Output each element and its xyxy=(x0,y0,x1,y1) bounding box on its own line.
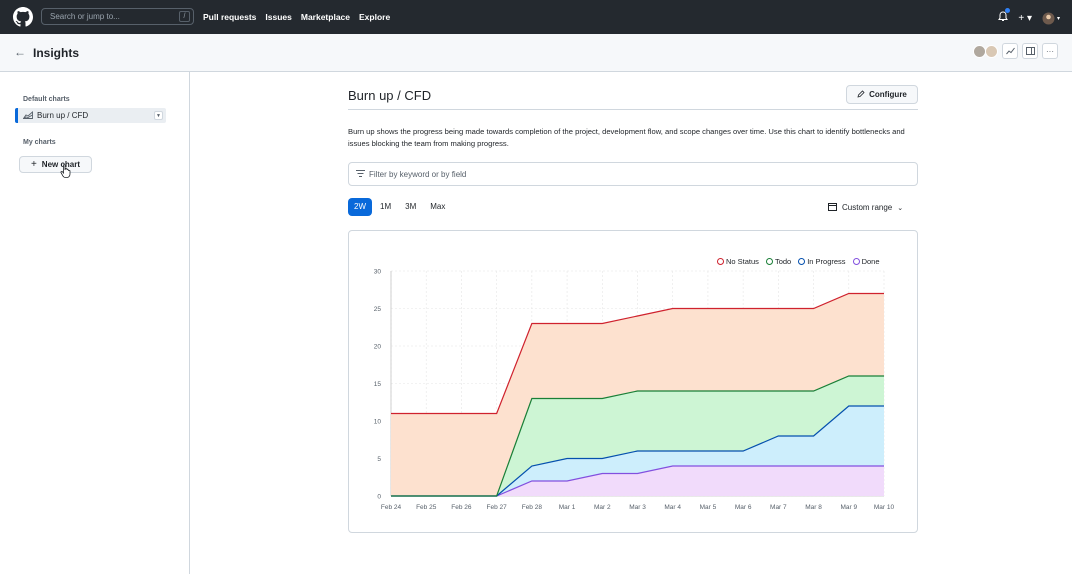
series-line-no-status xyxy=(391,292,884,415)
notifications-bell-icon[interactable] xyxy=(998,8,1011,27)
legend-item[interactable]: No Status xyxy=(717,257,759,266)
chevron-down-icon[interactable]: ▼ xyxy=(154,111,163,120)
global-nav: Pull requests Issues Marketplace Explore xyxy=(203,0,390,34)
insights-chart-icon[interactable] xyxy=(1002,43,1018,59)
filter-icon xyxy=(356,170,365,179)
range-max[interactable]: Max xyxy=(430,202,446,211)
y-tick-label: 5 xyxy=(377,456,381,463)
chart-title: Burn up / CFD xyxy=(348,88,432,103)
series-area-todo xyxy=(391,376,884,496)
legend-label: In Progress xyxy=(807,257,846,266)
burnup-chart: 0 5 10 15 20 25 30 Feb 24 Feb 25 Feb 26 Feb 27 Feb … xyxy=(374,269,895,512)
x-tick-label: Mar 6 xyxy=(735,504,752,511)
x-tick-label: Feb 26 xyxy=(451,504,472,511)
chart-legend: No Status Todo In Progress Done xyxy=(717,257,880,266)
search-shortcut-hint: / xyxy=(179,11,190,22)
x-tick-label: Mar 4 xyxy=(664,504,681,511)
range-3m[interactable]: 3M xyxy=(405,202,417,211)
default-charts-heading: Default charts xyxy=(23,96,70,103)
legend-item[interactable]: In Progress xyxy=(798,257,846,266)
new-chart-label: New chart xyxy=(41,160,81,169)
github-logo-icon[interactable] xyxy=(13,7,33,27)
legend-item[interactable]: Done xyxy=(852,257,880,266)
nav-issues[interactable]: Issues xyxy=(265,12,292,22)
create-new-plus-icon[interactable]: + ▾ xyxy=(1018,12,1032,24)
legend-marker-icon xyxy=(798,258,806,265)
x-tick-label: Mar 9 xyxy=(840,504,857,511)
calendar-icon xyxy=(828,202,837,213)
plus-icon: + xyxy=(30,159,37,170)
filter-placeholder: Filter by keyword or by field xyxy=(369,170,467,179)
y-tick-label: 15 xyxy=(374,381,382,388)
more-options-icon[interactable]: ··· xyxy=(1042,43,1058,59)
x-tick-label: Feb 24 xyxy=(381,504,402,511)
nav-pull-requests[interactable]: Pull requests xyxy=(203,12,257,22)
custom-range-label: Custom range xyxy=(842,203,893,212)
y-tick-label: 30 xyxy=(374,269,382,276)
x-tick-label: Mar 5 xyxy=(700,504,717,511)
legend-label: Todo xyxy=(774,257,792,266)
configure-button[interactable]: Configure xyxy=(846,85,918,104)
insights-header: ← Insights ··· xyxy=(0,34,1072,72)
y-tick-label: 20 xyxy=(374,344,382,351)
side-panel-icon[interactable] xyxy=(1022,43,1038,59)
custom-range-button[interactable]: Custom range ⌄ xyxy=(828,202,903,213)
notification-indicator xyxy=(1005,8,1011,13)
area-chart-icon xyxy=(23,111,33,119)
chart-container: 0 5 10 15 20 25 30 Feb 24 Feb 25 Feb 26 Feb 27 Feb … xyxy=(348,230,918,533)
my-charts-heading: My charts xyxy=(23,139,56,146)
charts-sidebar: Default charts Burn up / CFD ▼ My charts… xyxy=(0,72,190,574)
series-area-no-status xyxy=(391,293,884,496)
sidebar-item-label: Burn up / CFD xyxy=(37,111,89,120)
new-chart-button[interactable]: + New chart xyxy=(19,156,92,173)
title-divider xyxy=(348,109,918,110)
x-tick-label: Feb 28 xyxy=(522,504,543,511)
x-tick-label: Mar 8 xyxy=(805,504,822,511)
search-placeholder: Search or jump to... xyxy=(50,12,120,21)
search-input[interactable]: Search or jump to... / xyxy=(41,8,194,25)
chart-description: Burn up shows the progress being made to… xyxy=(348,127,905,148)
series-line-todo xyxy=(391,375,884,497)
sidebar-item-burn-up-cfd[interactable]: Burn up / CFD ▼ xyxy=(15,108,166,123)
hand-pointer-cursor-icon xyxy=(60,164,71,178)
global-header: Search or jump to... / Pull requests Iss… xyxy=(0,0,1072,34)
legend-marker-icon xyxy=(717,258,724,265)
user-avatar[interactable]: ▾ xyxy=(1042,12,1060,25)
x-tick-label: Mar 10 xyxy=(874,504,895,511)
legend-label: Done xyxy=(861,257,880,266)
filter-input[interactable]: Filter by keyword or by field xyxy=(348,162,918,186)
y-tick-label: 10 xyxy=(374,419,382,426)
y-tick-label: 25 xyxy=(374,306,382,313)
nav-explore[interactable]: Explore xyxy=(359,12,391,22)
range-2w[interactable]: 2W xyxy=(348,198,372,216)
x-tick-label: Mar 2 xyxy=(594,504,611,511)
header-toolbar: ··· xyxy=(973,43,1058,59)
pencil-icon xyxy=(857,89,865,100)
x-tick-label: Mar 1 xyxy=(559,504,576,511)
legend-label: No Status xyxy=(726,257,759,266)
page-title: Insights xyxy=(33,46,80,60)
time-range-selector: 2W 1M 3M Max xyxy=(348,198,451,216)
header-actions: + ▾ ▾ xyxy=(998,8,1060,27)
range-1m[interactable]: 1M xyxy=(380,202,392,211)
x-tick-label: Feb 25 xyxy=(416,504,437,511)
chevron-down-icon: ⌄ xyxy=(897,204,904,212)
x-tick-label: Mar 7 xyxy=(770,504,787,511)
collaborator-avatar[interactable] xyxy=(985,44,998,58)
legend-item[interactable]: Todo xyxy=(765,257,792,266)
y-tick-label: 0 xyxy=(377,494,381,501)
configure-label: Configure xyxy=(869,90,907,99)
back-arrow-icon[interactable]: ← xyxy=(14,45,26,59)
x-tick-label: Feb 27 xyxy=(487,504,508,511)
nav-marketplace[interactable]: Marketplace xyxy=(300,12,350,22)
legend-marker-icon xyxy=(852,258,860,265)
x-tick-label: Mar 3 xyxy=(629,504,646,511)
legend-marker-icon xyxy=(765,258,773,265)
